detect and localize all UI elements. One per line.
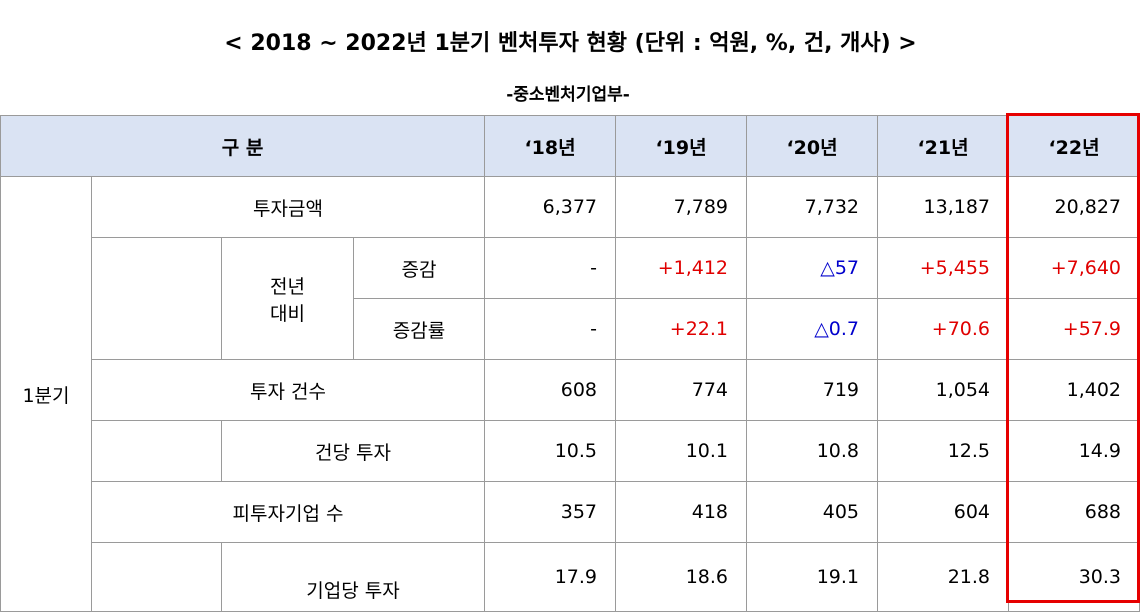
cell-value: 1,402 [1008, 359, 1141, 421]
cell-value: 405 [746, 481, 879, 543]
venture-investment-table: 구 분 ‘18년 ‘19년 ‘20년 ‘21년 ‘22년 1분기 투자금액 6,… [0, 115, 1141, 612]
table-row-change: 전년 대비 증감 - +1,412 △57 +5,455 +7,640 [1, 237, 1141, 360]
table-row-change-rate: 증감률 - +22.1 △0.7 +70.6 +57.9 [1, 298, 1141, 360]
cell-value: 7,789 [615, 176, 748, 238]
row-label-change-rate: 증감률 [352, 298, 486, 360]
yoy-label-line2: 대비 [270, 302, 305, 325]
row-label-per-case: 건당 투자 [220, 420, 486, 482]
source-subtitle: -중소벤처기업부- [506, 85, 630, 105]
cell-value: 10.1 [615, 420, 748, 482]
yoy-label-line1: 전년 [270, 275, 305, 298]
cell-value: 12.5 [877, 420, 1010, 482]
cell-value: 688 [1008, 481, 1141, 543]
cell-value: 18.6 [615, 542, 748, 612]
cell-value-increase: +70.6 [877, 298, 1010, 360]
cell-value: 357 [484, 481, 617, 543]
cell-value: 719 [746, 359, 879, 421]
table-row-per-case: 건당 투자 10.5 10.1 10.8 12.5 14.9 [1, 420, 1141, 482]
indent-cell [91, 542, 222, 612]
header-category: 구 분 [0, 115, 486, 177]
cell-value: - [484, 237, 617, 299]
cell-value: 20,827 [1008, 176, 1141, 238]
table-row-investee-count: 피투자기업 수 357 418 405 604 688 [1, 481, 1141, 543]
cell-value-increase: +22.1 [615, 298, 748, 360]
header-year-2018: ‘18년 [484, 115, 617, 177]
cell-value: 10.5 [484, 420, 617, 482]
row-label-change: 증감 [352, 237, 486, 299]
cell-value: 1,054 [877, 359, 1010, 421]
cell-value: 7,732 [746, 176, 879, 238]
row-label-investee-count: 피투자기업 수 [90, 481, 486, 543]
page-title: < 2018 ~ 2022년 1분기 벤처투자 현황 (단위 : 억원, %, … [224, 31, 917, 56]
header-year-2020: ‘20년 [746, 115, 879, 177]
cell-value-decrease: △57 [746, 237, 879, 299]
cell-value: 774 [615, 359, 748, 421]
cell-value: 30.3 [1008, 542, 1141, 612]
table-row-per-company: 기업당 투자 17.9 18.6 19.1 21.8 30.3 [1, 542, 1141, 612]
cell-value: 19.1 [746, 542, 879, 612]
indent-cell [91, 420, 222, 482]
cell-value: 604 [877, 481, 1010, 543]
table-row-investment-amount: 1분기 투자금액 6,377 7,789 7,732 13,187 20,827 [0, 176, 1141, 612]
cell-value-increase: +1,412 [615, 237, 748, 299]
cell-value: 14.9 [1008, 420, 1141, 482]
cell-value: 21.8 [877, 542, 1010, 612]
cell-value: 17.9 [484, 542, 617, 612]
row-label-yoy: 전년 대비 [221, 237, 354, 360]
cell-value-decrease: △0.7 [746, 298, 879, 360]
cell-value-increase: +7,640 [1008, 237, 1141, 299]
table-row-investment-count: 투자 건수 608 774 719 1,054 1,402 [1, 359, 1141, 421]
cell-value: 13,187 [877, 176, 1010, 238]
cell-value: 608 [484, 359, 617, 421]
header-year-2022: ‘22년 [1008, 115, 1141, 177]
indent-cell [91, 237, 222, 360]
cell-value: - [484, 298, 617, 360]
header-year-2021: ‘21년 [877, 115, 1010, 177]
row-label-investment-count: 투자 건수 [90, 359, 486, 421]
header-row: 구 분 ‘18년 ‘19년 ‘20년 ‘21년 ‘22년 [0, 115, 1141, 177]
row-label-per-company: 기업당 투자 [220, 542, 486, 612]
header-year-2019: ‘19년 [615, 115, 748, 177]
cell-value: 10.8 [746, 420, 879, 482]
cell-value-increase: +57.9 [1008, 298, 1141, 360]
cell-value-increase: +5,455 [877, 237, 1010, 299]
row-label-investment-amount: 투자금액 [90, 176, 486, 238]
group-label: 1분기 [0, 176, 92, 612]
cell-value: 6,377 [484, 176, 617, 238]
cell-value: 418 [615, 481, 748, 543]
